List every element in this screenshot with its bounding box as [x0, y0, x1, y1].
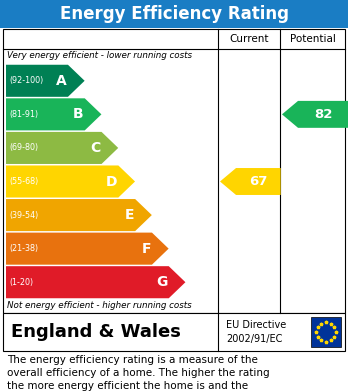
Text: E: E: [125, 208, 134, 222]
Text: Current: Current: [229, 34, 269, 44]
Text: B: B: [73, 108, 84, 121]
Bar: [3, 313, 345, 351]
Text: (39-54): (39-54): [9, 211, 38, 220]
Polygon shape: [6, 199, 152, 231]
Text: D: D: [106, 174, 117, 188]
Polygon shape: [6, 266, 185, 298]
Text: C: C: [90, 141, 101, 155]
Text: Not energy efficient - higher running costs: Not energy efficient - higher running co…: [7, 301, 192, 310]
Polygon shape: [6, 65, 85, 97]
Text: F: F: [141, 242, 151, 256]
Text: (81-91): (81-91): [9, 110, 38, 119]
Text: Very energy efficient - lower running costs: Very energy efficient - lower running co…: [7, 52, 192, 61]
Text: (1-20): (1-20): [9, 278, 33, 287]
Bar: [0, 0, 348, 28]
Polygon shape: [220, 168, 281, 195]
Polygon shape: [6, 165, 135, 197]
Polygon shape: [6, 233, 169, 265]
Text: (69-80): (69-80): [9, 143, 38, 152]
Bar: [311, 317, 341, 347]
Text: (92-100): (92-100): [9, 76, 43, 85]
Text: 82: 82: [314, 108, 333, 121]
Bar: [3, 29, 345, 313]
Text: England & Wales: England & Wales: [11, 323, 181, 341]
Text: (21-38): (21-38): [9, 244, 38, 253]
Text: G: G: [156, 275, 168, 289]
Polygon shape: [6, 132, 118, 164]
Polygon shape: [282, 101, 348, 128]
Text: Energy Efficiency Rating: Energy Efficiency Rating: [60, 5, 288, 23]
Text: A: A: [56, 74, 67, 88]
Text: Potential: Potential: [290, 34, 335, 44]
Polygon shape: [6, 98, 101, 130]
Text: EU Directive
2002/91/EC: EU Directive 2002/91/EC: [226, 320, 286, 344]
Text: (55-68): (55-68): [9, 177, 38, 186]
Text: 67: 67: [249, 175, 268, 188]
Text: The energy efficiency rating is a measure of the
overall efficiency of a home. T: The energy efficiency rating is a measur…: [7, 355, 270, 391]
